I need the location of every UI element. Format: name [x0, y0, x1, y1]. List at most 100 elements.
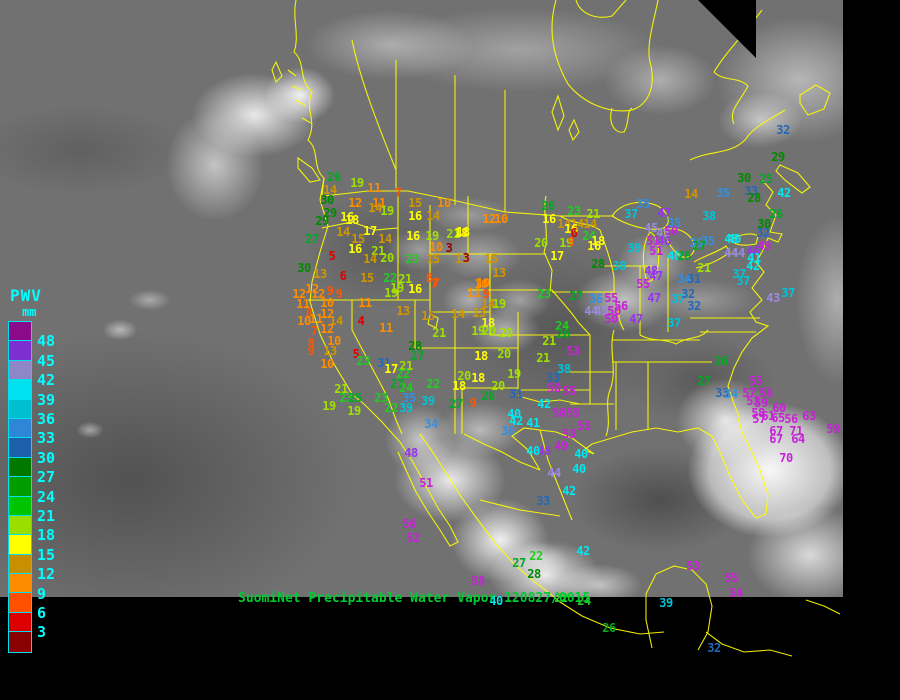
legend-boundary-label: 3: [37, 623, 47, 642]
legend-boundary-label: 36: [37, 410, 56, 428]
station-value: 58: [751, 406, 765, 420]
station-value: 6: [339, 269, 347, 283]
station-value: 19: [384, 286, 398, 300]
station-value: 17: [384, 362, 398, 376]
station-value: 65: [771, 411, 785, 425]
station-value: 67: [769, 432, 783, 446]
station-value: 40: [574, 447, 588, 461]
station-value: 39: [421, 394, 435, 408]
legend-boundary-label: 24: [37, 487, 56, 506]
station-value: 18: [474, 349, 488, 363]
legend-swatch: [9, 535, 31, 555]
station-value: 11: [467, 286, 481, 300]
station-value: 16: [408, 209, 422, 223]
station-value: 26: [541, 199, 555, 213]
legend-boundary-label: 39: [37, 390, 56, 409]
station-value: 49: [554, 439, 568, 453]
station-value: 41: [526, 416, 540, 430]
legend-swatch: [9, 515, 31, 536]
station-value: 11: [372, 196, 386, 210]
station-value: 18: [591, 234, 605, 248]
station-value: 44: [731, 246, 745, 260]
station-value: 44: [547, 466, 561, 480]
station-value: 38: [557, 362, 571, 376]
station-value: 40: [489, 594, 503, 608]
station-value: 19: [350, 176, 364, 190]
station-value: 4: [357, 314, 365, 328]
station-value: 46: [657, 234, 671, 248]
station-value: 13: [492, 266, 506, 280]
station-value: 19: [380, 204, 394, 218]
station-value: 70: [779, 451, 793, 465]
station-value: 34: [724, 387, 738, 401]
station-value: 30: [297, 261, 311, 275]
station-value: 47: [629, 312, 643, 326]
station-value: 21: [334, 382, 348, 396]
station-value: 10: [494, 212, 508, 226]
legend-boundary-label: 21: [37, 507, 56, 525]
station-value: 59: [754, 396, 768, 410]
station-value: 37: [671, 292, 685, 306]
station-value: 50: [664, 224, 678, 238]
station-value: 43: [766, 291, 780, 305]
station-value: 44: [724, 246, 738, 260]
station-value: 19: [492, 297, 506, 311]
station-value: 12: [311, 287, 325, 301]
station-value: 27: [449, 397, 463, 411]
station-value: 37: [732, 267, 746, 281]
station-value: 42: [576, 544, 590, 558]
station-value: 15: [360, 271, 374, 285]
station-value: 28: [747, 191, 761, 205]
legend-swatch: [9, 438, 31, 458]
station-value: 14: [451, 307, 465, 321]
station-value: 15: [421, 309, 435, 323]
station-value: 25: [348, 391, 362, 405]
station-value: 17: [550, 249, 564, 263]
station-value: 10: [437, 196, 451, 210]
legend-swatch: [9, 612, 31, 633]
station-value: 19: [347, 404, 361, 418]
station-value: 49: [757, 239, 771, 253]
station-value: 24: [555, 319, 569, 333]
pwv-legend: PWV mm 48 45 42 39 36 33 30 27 24 21 18 15 12 9 6 3: [6, 286, 55, 653]
station-value: 15: [426, 252, 440, 266]
legend-boundary-label: 9: [37, 584, 47, 603]
legend-boundary-label: 18: [37, 526, 56, 545]
station-value: 27: [692, 239, 706, 253]
station-value: 27: [410, 349, 424, 363]
station-value: 59: [826, 422, 840, 436]
station-value: 35: [667, 216, 681, 230]
station-value: 19: [322, 399, 336, 413]
station-value: 5: [352, 347, 360, 361]
station-value: 9: [335, 287, 343, 301]
station-value: 53: [562, 427, 576, 441]
station-value: 13: [396, 304, 410, 318]
station-value: 26: [714, 354, 728, 368]
station-value: 33: [744, 184, 758, 198]
legend-swatch: [9, 496, 31, 516]
station-value: 12: [482, 212, 496, 226]
legend-boundary-label: 45: [37, 351, 56, 370]
station-value: 32: [681, 287, 695, 301]
legend-colorbar: 48 45 42 39 36 33 30 27 24 21 18 15 12 9 6 3: [8, 321, 55, 653]
station-value: 9: [307, 344, 315, 358]
station-value: 20: [491, 379, 505, 393]
station-value: 45: [656, 226, 670, 240]
station-value: 22: [383, 271, 397, 285]
station-value: 37: [781, 286, 795, 300]
station-value: 14: [570, 217, 584, 231]
legend-boundary-label: 6: [37, 604, 47, 622]
station-value: 50: [604, 312, 618, 326]
station-value: 31: [509, 387, 523, 401]
station-value: 37: [624, 207, 638, 221]
station-value: 21: [446, 227, 460, 241]
station-value: 55: [604, 291, 618, 305]
station-value: 40: [727, 232, 741, 246]
station-value: 21: [398, 272, 412, 286]
station-value: 55: [566, 406, 580, 420]
station-value: 23: [567, 204, 581, 218]
legend-boundary-label: 48: [37, 332, 56, 351]
station-value: 3: [445, 241, 453, 255]
station-value: 35: [701, 234, 715, 248]
